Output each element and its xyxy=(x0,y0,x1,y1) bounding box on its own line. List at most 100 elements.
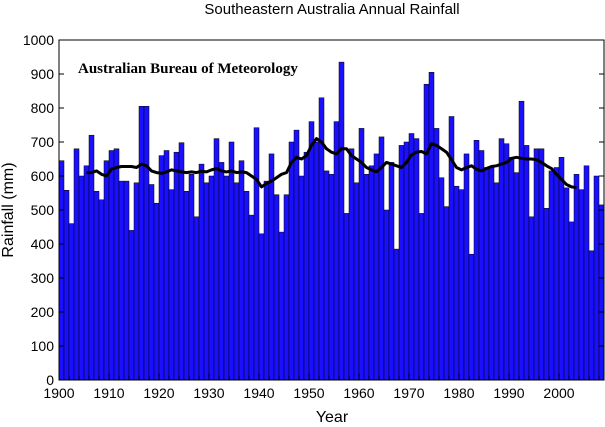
rainfall-bar xyxy=(113,148,120,381)
rainfall-bar xyxy=(183,191,190,381)
rainfall-bar xyxy=(593,175,600,381)
source-annotation: Australian Bureau of Meteorology xyxy=(78,61,298,77)
rainfall-bar xyxy=(228,141,235,381)
rainfall-bar xyxy=(513,172,520,381)
rainfall-bar xyxy=(598,204,605,381)
rainfall-bar xyxy=(328,174,335,381)
rainfall-bar xyxy=(68,223,75,381)
rainfall-bar xyxy=(568,221,575,381)
rainfall-bar xyxy=(138,106,145,381)
rainfall-bar xyxy=(288,141,295,381)
rainfall-bar xyxy=(498,138,505,381)
rainfall-bar xyxy=(153,202,160,381)
rainfall-bar xyxy=(158,155,165,381)
rainfall-bar xyxy=(198,163,205,381)
x-tick-label: 1920 xyxy=(143,385,174,401)
x-tick-label: 1960 xyxy=(343,385,374,401)
x-tick-label: 1930 xyxy=(193,385,224,401)
rainfall-bar xyxy=(213,138,220,381)
rainfall-bar xyxy=(348,148,355,381)
rainfall-bar xyxy=(238,160,245,381)
rainfall-bar xyxy=(263,180,270,381)
rainfall-bar xyxy=(333,121,340,381)
y-tick-label: 600 xyxy=(31,168,55,184)
rainfall-bar xyxy=(108,150,115,381)
rainfall-bar xyxy=(378,136,385,381)
rainfall-bar xyxy=(393,248,400,381)
rainfall-bar xyxy=(523,145,530,381)
rainfall-bar xyxy=(133,182,140,381)
rainfall-bar xyxy=(118,180,125,381)
rainfall-bar xyxy=(143,106,150,381)
rainfall-bar xyxy=(473,140,480,381)
rainfall-bar xyxy=(283,194,290,381)
x-tick-label: 1910 xyxy=(93,385,124,401)
rainfall-bar xyxy=(233,182,240,381)
rainfall-bar xyxy=(253,127,260,381)
rainfall-bar xyxy=(518,100,525,381)
rainfall-bar xyxy=(558,157,565,381)
rainfall-bar xyxy=(508,157,515,381)
rainfall-bar xyxy=(373,153,380,381)
y-tick-label: 800 xyxy=(31,100,55,116)
rainfall-bar xyxy=(83,165,90,381)
rainfall-bar xyxy=(123,180,130,381)
y-tick-label: 100 xyxy=(31,338,55,354)
rainfall-bar xyxy=(443,206,450,381)
x-tick-label: 1950 xyxy=(293,385,324,401)
rainfall-bar xyxy=(468,253,475,381)
y-tick-label: 700 xyxy=(31,134,55,150)
rainfall-bar xyxy=(488,167,495,381)
rainfall-bar xyxy=(293,129,300,381)
rainfall-bar xyxy=(243,191,250,381)
rainfall-bar xyxy=(428,72,435,381)
rainfall-bar xyxy=(93,191,100,381)
rainfall-bar xyxy=(98,199,105,381)
x-axis: 1900 1910 1920 1930 1940 1950 1960 1970 1980 1990… xyxy=(43,373,600,401)
y-tick-label: 300 xyxy=(31,270,55,286)
rainfall-bar xyxy=(223,175,230,381)
rainfall-bar xyxy=(533,148,540,381)
rainfall-bar xyxy=(63,190,70,381)
y-tick-label: 200 xyxy=(31,304,55,320)
x-tick-label: 1900 xyxy=(43,385,74,401)
rainfall-bar xyxy=(408,133,415,381)
rainfall-bar xyxy=(278,231,285,381)
rainfall-bar xyxy=(343,213,350,381)
rainfall-bar xyxy=(248,214,255,381)
x-tick-label: 2000 xyxy=(543,385,574,401)
rainfall-bar xyxy=(503,143,510,381)
x-tick-label: 1980 xyxy=(443,385,474,401)
bar-series xyxy=(58,61,605,381)
rainfall-bar xyxy=(478,150,485,381)
rainfall-bar xyxy=(433,128,440,381)
rainfall-bar xyxy=(173,151,180,381)
rainfall-bar xyxy=(193,216,200,381)
rainfall-bar xyxy=(483,167,490,381)
rainfall-bar xyxy=(188,174,195,381)
rainfall-bar xyxy=(383,209,390,381)
rainfall-bar xyxy=(583,165,590,381)
rainfall-bar xyxy=(363,174,370,381)
x-tick-label: 1970 xyxy=(393,385,424,401)
rainfall-bar xyxy=(298,175,305,381)
rainfall-bar xyxy=(573,174,580,381)
moving-average-line xyxy=(86,137,577,190)
x-tick-label: 1990 xyxy=(493,385,524,401)
rainfall-bar xyxy=(268,153,275,381)
rainfall-bar xyxy=(338,61,345,381)
trend-line-series xyxy=(86,137,577,190)
y-axis: 0 100 200 300 400 500 600 700 800 900 1000 xyxy=(23,32,604,388)
rainfall-bar xyxy=(208,175,215,381)
rainfall-bar xyxy=(178,142,185,381)
rainfall-bar xyxy=(78,175,85,381)
rainfall-bar xyxy=(463,153,470,381)
y-tick-label: 400 xyxy=(31,236,55,252)
rainfall-bar xyxy=(73,148,80,381)
rainfall-bar xyxy=(438,177,445,381)
rainfall-bar xyxy=(543,208,550,381)
rainfall-bar xyxy=(308,121,315,381)
y-axis-label: Rainfall (mm) xyxy=(0,162,17,257)
y-tick-label: 1000 xyxy=(23,32,54,48)
